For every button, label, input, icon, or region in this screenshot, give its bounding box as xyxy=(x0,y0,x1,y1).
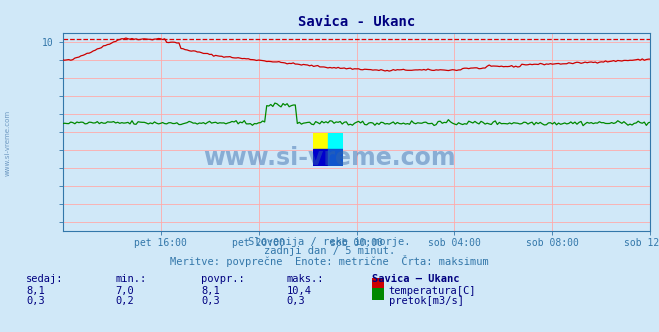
Bar xyxy=(313,133,328,149)
Text: 8,1: 8,1 xyxy=(26,286,45,296)
Text: 0,3: 0,3 xyxy=(201,296,219,306)
Text: Savica – Ukanc: Savica – Ukanc xyxy=(372,274,460,284)
Text: sedaj:: sedaj: xyxy=(26,274,64,284)
Text: www.si-vreme.com: www.si-vreme.com xyxy=(203,146,456,170)
Text: min.:: min.: xyxy=(115,274,146,284)
Text: povpr.:: povpr.: xyxy=(201,274,244,284)
Bar xyxy=(328,133,343,149)
Text: maks.:: maks.: xyxy=(287,274,324,284)
Title: Savica - Ukanc: Savica - Ukanc xyxy=(298,15,415,29)
Text: 7,0: 7,0 xyxy=(115,286,134,296)
Text: zadnji dan / 5 minut.: zadnji dan / 5 minut. xyxy=(264,246,395,256)
Text: 0,3: 0,3 xyxy=(287,296,305,306)
Text: 0,3: 0,3 xyxy=(26,296,45,306)
Text: 10,4: 10,4 xyxy=(287,286,312,296)
Bar xyxy=(328,149,343,166)
Text: Meritve: povprečne  Enote: metrične  Črta: maksimum: Meritve: povprečne Enote: metrične Črta:… xyxy=(170,255,489,267)
Text: www.si-vreme.com: www.si-vreme.com xyxy=(5,110,11,176)
Text: Slovenija / reke in morje.: Slovenija / reke in morje. xyxy=(248,237,411,247)
Text: temperatura[C]: temperatura[C] xyxy=(389,286,476,296)
Text: 8,1: 8,1 xyxy=(201,286,219,296)
Text: pretok[m3/s]: pretok[m3/s] xyxy=(389,296,464,306)
Text: 0,2: 0,2 xyxy=(115,296,134,306)
Bar xyxy=(313,149,328,166)
